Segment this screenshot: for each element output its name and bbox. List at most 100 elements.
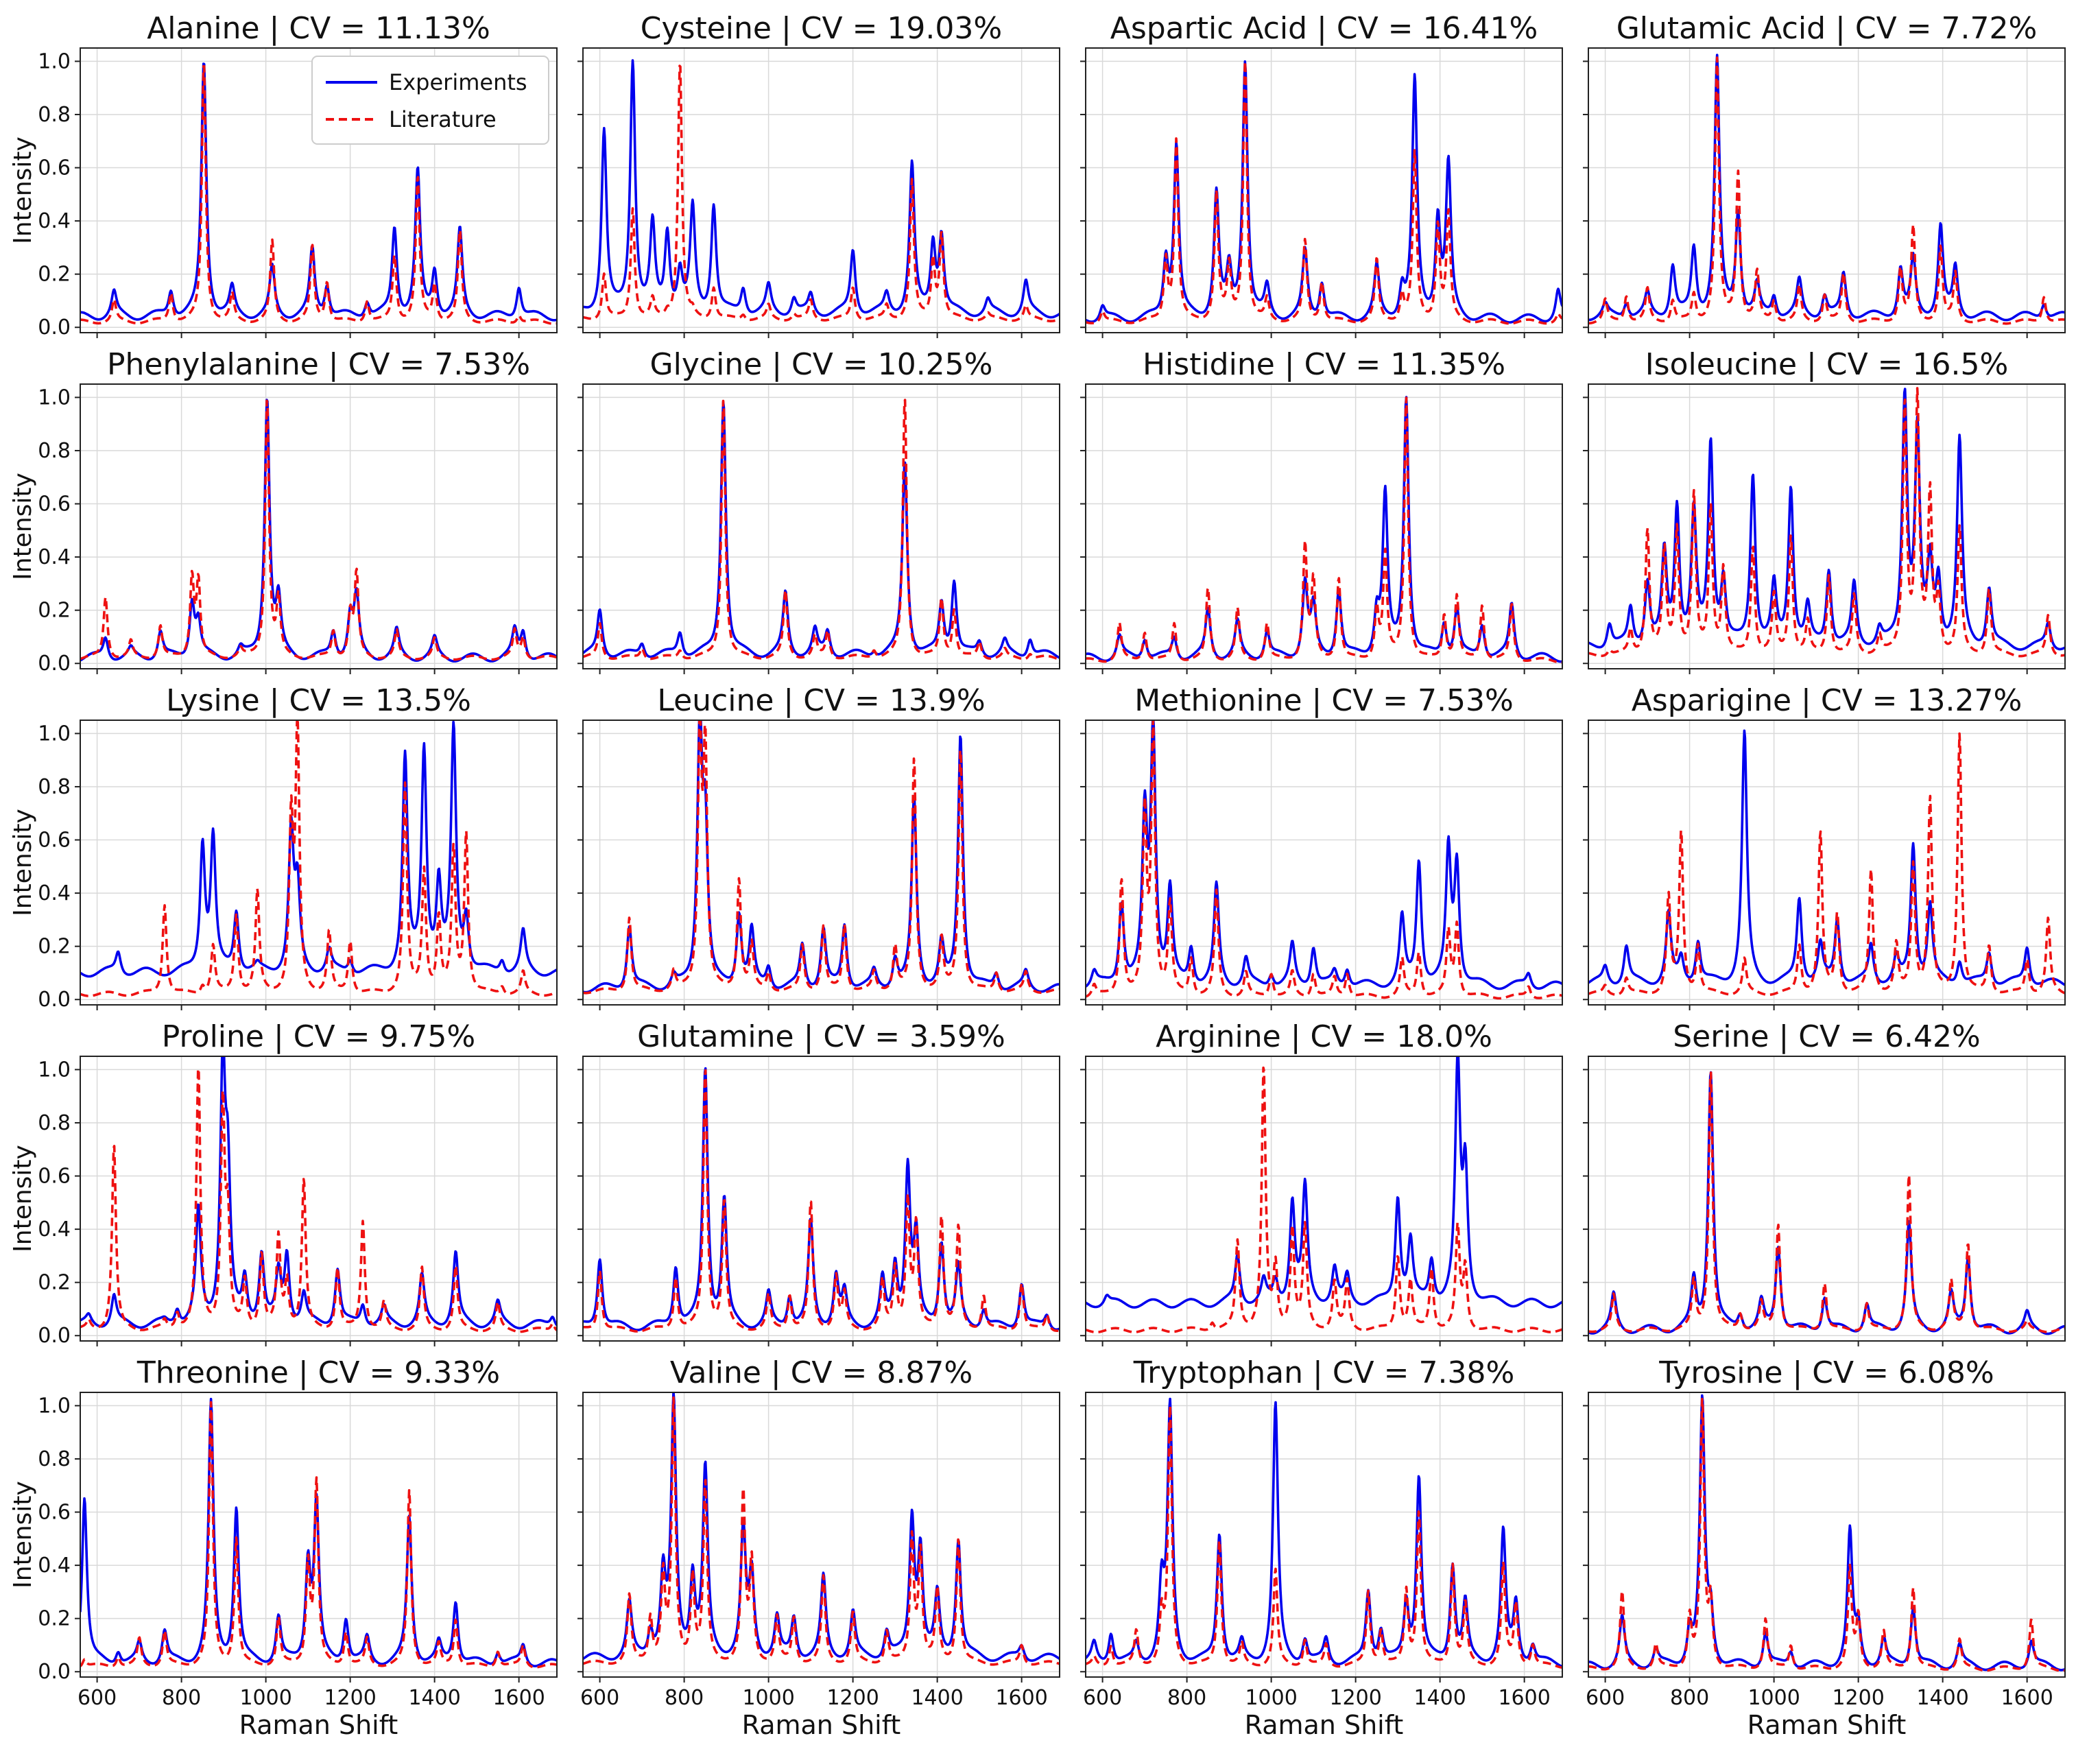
- plot-frame: [582, 1056, 1060, 1342]
- y-tick-label: 0.0: [38, 988, 71, 1012]
- plot-frame: [582, 720, 1060, 1006]
- series-experiments: [583, 401, 1060, 659]
- series-experiments: [1588, 1394, 2065, 1672]
- panel-19: 600 800 1000 1200 1400 1600 Raman Shift Tryptop…: [1080, 1355, 1563, 1740]
- y-tick-label: 0.6: [38, 829, 71, 853]
- x-tick-label: 1200: [826, 1686, 879, 1710]
- panel-title: Glutamic Acid | CV = 7.72%: [1616, 11, 2038, 46]
- x-tick-label: 1200: [1329, 1686, 1381, 1710]
- panel-title: Arginine | CV = 18.0%: [1156, 1019, 1492, 1054]
- panel-title: Valine | CV = 8.87%: [670, 1355, 973, 1390]
- series-experiments: [583, 59, 1060, 319]
- panel-14: Glutamine | CV = 3.59%: [577, 1019, 1060, 1346]
- panel-title: Asparigine | CV = 13.27%: [1632, 683, 2023, 718]
- panel-title: Aspartic Acid | CV = 16.41%: [1110, 11, 1538, 46]
- panel-title: Tyrosine | CV = 6.08%: [1658, 1355, 1994, 1390]
- y-tick-label: 0.8: [38, 439, 71, 463]
- x-tick-label: 1600: [995, 1686, 1047, 1710]
- series-literature: [583, 64, 1060, 322]
- panel-title: Isoleucine | CV = 16.5%: [1645, 347, 2009, 382]
- panel-18: 600 800 1000 1200 1400 1600 Raman Shift Valine …: [577, 1355, 1060, 1740]
- series-literature: [1086, 1066, 1562, 1333]
- y-tick-label: 0.8: [38, 103, 71, 127]
- panel-16: Serine | CV = 6.42%: [1583, 1019, 2066, 1346]
- panel-title: Threonine | CV = 9.33%: [136, 1355, 500, 1390]
- x-tick-label: 1200: [1832, 1686, 1884, 1710]
- y-tick-label: 0.4: [38, 881, 71, 905]
- series-literature: [1588, 732, 2065, 997]
- panel-5: 0.0 0.2 0.4 0.6 0.8 1.0 Intensity Phenylalanine…: [9, 347, 558, 676]
- x-axis-label: Raman Shift: [1245, 1710, 1404, 1740]
- x-tick-label: 1400: [911, 1686, 963, 1710]
- plot-frame: [80, 1392, 558, 1678]
- x-axis-label: Raman Shift: [1747, 1710, 1907, 1740]
- plot-frame: [80, 47, 558, 333]
- panel-12: Asparigine | CV = 13.27%: [1583, 683, 2066, 1010]
- y-tick-label: 1.0: [38, 722, 71, 746]
- legend: Experiments Literature: [311, 56, 549, 145]
- y-tick-label: 0.6: [38, 1501, 71, 1525]
- plot-frame: [80, 720, 558, 1006]
- panel-10: Leucine | CV = 13.9%: [577, 683, 1060, 1010]
- panel-6: Glycine | CV = 10.25%: [577, 347, 1060, 674]
- panel-11: Methionine | CV = 7.53%: [1080, 683, 1563, 1010]
- plot-frame: [1588, 1056, 2066, 1342]
- panel-title: Proline | CV = 9.75%: [162, 1019, 475, 1054]
- panel-title: Cysteine | CV = 19.03%: [641, 11, 1002, 46]
- y-tick-label: 0.2: [38, 599, 71, 623]
- y-tick-label: 0.8: [38, 1111, 71, 1135]
- y-tick-label: 0.2: [38, 1607, 71, 1631]
- y-tick-label: 0.0: [38, 1324, 71, 1348]
- plot-frame: [582, 383, 1060, 669]
- y-tick-label: 0.0: [38, 1660, 71, 1684]
- series-literature: [583, 720, 1060, 995]
- series-experiments: [1086, 1056, 1562, 1309]
- plot-frame: [80, 1056, 558, 1342]
- panel-8: Isoleucine | CV = 16.5%: [1583, 347, 2066, 674]
- series-experiments: [1086, 720, 1562, 990]
- series-literature: [80, 1401, 557, 1669]
- x-tick-label: 1600: [1498, 1686, 1550, 1710]
- panel-title: Glycine | CV = 10.25%: [650, 347, 993, 382]
- y-tick-label: 1.0: [38, 385, 71, 409]
- y-tick-label: 0.4: [38, 1554, 71, 1578]
- y-tick-label: 0.2: [38, 1271, 71, 1295]
- panel-2: Cysteine | CV = 19.03%: [577, 11, 1060, 338]
- series-experiments: [80, 62, 557, 322]
- y-tick-label: 1.0: [38, 1394, 71, 1418]
- series-literature: [1086, 720, 1562, 1000]
- x-tick-label: 1600: [492, 1686, 545, 1710]
- legend-label-literature: Literature: [389, 106, 497, 132]
- plot-frame: [1588, 47, 2066, 333]
- plot-frame: [1085, 383, 1563, 669]
- x-tick-label: 800: [1670, 1686, 1709, 1710]
- series-literature: [583, 1069, 1060, 1333]
- y-tick-label: 0.6: [38, 1165, 71, 1189]
- x-tick-label: 600: [1586, 1686, 1625, 1710]
- plot-frame: [80, 383, 558, 669]
- series-literature: [80, 1067, 557, 1333]
- x-axis-label: Raman Shift: [239, 1710, 398, 1740]
- x-tick-label: 1600: [2001, 1686, 2053, 1710]
- series-experiments: [1588, 54, 2065, 322]
- series-literature: [583, 399, 1060, 661]
- x-tick-label: 600: [1083, 1686, 1122, 1710]
- y-tick-label: 0.4: [38, 1217, 71, 1241]
- y-tick-label: 0.8: [38, 775, 71, 799]
- x-tick-label: 1400: [408, 1686, 460, 1710]
- y-tick-label: 0.2: [38, 263, 71, 287]
- y-tick-label: 0.0: [38, 316, 71, 340]
- y-axis-label: Intensity: [9, 1481, 37, 1589]
- x-tick-label: 600: [77, 1686, 117, 1710]
- plot-frame: [582, 47, 1060, 333]
- series-experiments: [583, 720, 1060, 994]
- panel-15: Arginine | CV = 18.0%: [1080, 1019, 1563, 1346]
- y-tick-label: 0.6: [38, 492, 71, 516]
- panel-title: Tryptophan | CV = 7.38%: [1133, 1355, 1515, 1390]
- x-tick-label: 1000: [239, 1686, 291, 1710]
- y-tick-label: 1.0: [38, 49, 71, 73]
- series-literature: [1086, 396, 1562, 664]
- plot-frame: [1588, 1392, 2066, 1678]
- x-axis-label: Raman Shift: [742, 1710, 901, 1740]
